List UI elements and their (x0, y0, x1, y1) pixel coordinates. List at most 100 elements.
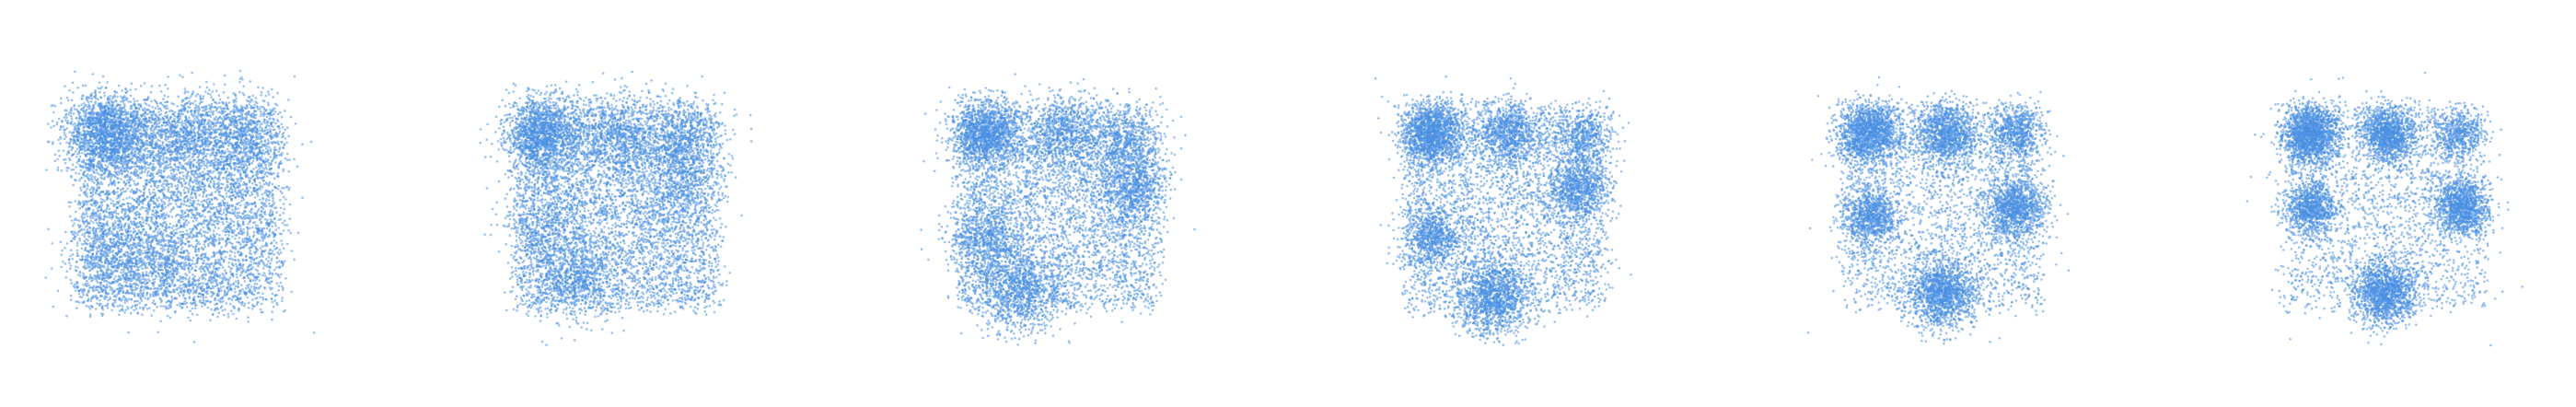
scatter-point (121, 173, 123, 176)
scatter-point (270, 281, 273, 284)
scatter-point (112, 227, 115, 230)
scatter-point (209, 169, 212, 172)
scatter-point (254, 283, 257, 285)
scatter-point (261, 112, 263, 115)
scatter-point (94, 205, 97, 208)
scatter-point (284, 224, 286, 227)
scatter-point (110, 203, 113, 205)
scatter-point (208, 104, 211, 107)
scatter-point (159, 241, 162, 244)
scatter-point (268, 146, 271, 149)
scatter-point (189, 152, 191, 155)
scatter-point (225, 279, 227, 282)
scatter-point (80, 103, 83, 106)
scatter-point (150, 100, 153, 103)
scatter-point (48, 141, 51, 144)
scatter-point (47, 228, 50, 231)
scatter-point (75, 172, 77, 175)
scatter-point (171, 252, 174, 255)
scatter-point (119, 278, 122, 281)
scatter-point (137, 252, 140, 255)
scatter-point (238, 81, 241, 84)
scatter-point (86, 243, 88, 246)
scatter-point (88, 266, 91, 269)
scatter-point (223, 91, 226, 94)
scatter-point (89, 242, 92, 245)
scatter-point (64, 231, 67, 234)
scatter-point (142, 218, 145, 221)
scatter-point (118, 275, 121, 278)
scatter-point (76, 250, 79, 252)
scatter-point (82, 85, 85, 87)
scatter-point (123, 301, 126, 304)
scatter-point (76, 252, 79, 255)
scatter-point (52, 141, 54, 144)
scatter-point (233, 221, 236, 224)
scatter-point (203, 299, 205, 302)
scatter-point (249, 215, 251, 217)
scatter-point (226, 281, 229, 284)
scatter-point (65, 276, 68, 279)
scatter-point (153, 189, 156, 192)
scatter-point (137, 107, 140, 110)
scatter-point (75, 289, 77, 292)
scatter-point (221, 273, 224, 275)
scatter-point (133, 227, 135, 230)
scatter-point (215, 206, 218, 209)
scatter-point (142, 252, 145, 255)
scatter-point (177, 96, 180, 99)
scatter-point (279, 249, 282, 251)
scatter-point (273, 177, 276, 180)
scatter-point (260, 297, 262, 299)
scatter-point (218, 175, 221, 178)
scatter-point (68, 205, 71, 208)
scatter-point (178, 135, 180, 138)
scatter-point (71, 219, 74, 222)
scatter-point (91, 98, 94, 100)
scatter-point (261, 303, 263, 306)
scatter-point (117, 187, 120, 190)
scatter-point (254, 289, 257, 292)
scatter-point (229, 218, 232, 221)
scatter-point (234, 287, 237, 290)
scatter-point (269, 211, 272, 214)
scatter-point (274, 161, 277, 164)
scatter-point (293, 158, 296, 161)
scatter-point (258, 287, 261, 290)
scatter-point (131, 125, 133, 128)
scatter-point (154, 278, 157, 281)
scatter-point (143, 288, 145, 291)
scatter-point (186, 209, 189, 212)
scatter-point (232, 275, 235, 278)
scatter-point (242, 86, 245, 88)
scatter-point (261, 94, 263, 97)
scatter-point (286, 224, 289, 227)
scatter-panel-1 (44, 70, 315, 343)
scatter-point (252, 95, 255, 98)
scatter-point (280, 207, 283, 210)
scatter-point (79, 187, 82, 190)
scatter-point (87, 235, 90, 238)
scatter-point (239, 70, 242, 73)
scatter-point (156, 115, 158, 118)
scatter-point (157, 257, 160, 260)
scatter-point (201, 201, 203, 204)
scatter-point (99, 213, 101, 215)
scatter-point (209, 319, 212, 321)
scatter-point (95, 289, 98, 292)
scatter-point (63, 149, 65, 152)
scatter-point (274, 142, 277, 145)
scatter-point (76, 234, 79, 237)
scatter-point (257, 86, 260, 88)
scatter-point (73, 112, 75, 115)
scatter-point (122, 208, 124, 211)
scatter-point (218, 311, 221, 314)
scatter-point (190, 320, 192, 322)
scatter-point (71, 239, 74, 242)
scatter-point (229, 254, 232, 257)
scatter-point (290, 116, 293, 119)
scatter-point (310, 141, 313, 144)
scatter-point (230, 309, 233, 312)
scatter-point (261, 215, 264, 218)
